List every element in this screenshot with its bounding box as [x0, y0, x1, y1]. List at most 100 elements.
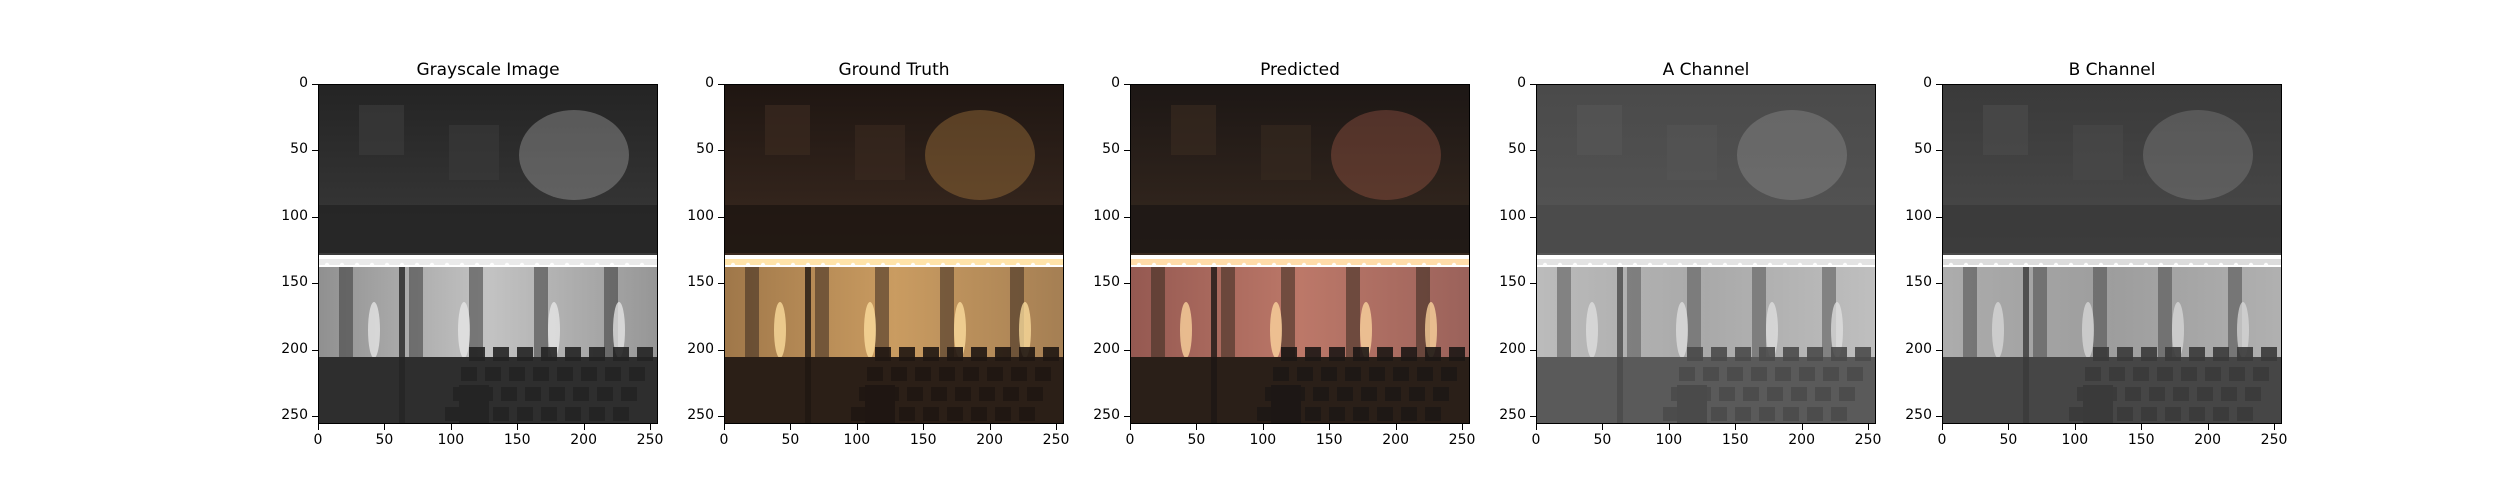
x-tick-label: 0	[1125, 432, 1135, 448]
x-tick	[517, 424, 519, 430]
y-tick	[1124, 283, 1130, 285]
x-tick-label: 50	[1999, 432, 2018, 448]
x-tick	[450, 424, 452, 430]
y-tick-label: 100	[1499, 207, 1526, 224]
x-tick	[1668, 424, 1670, 430]
x-tick	[1942, 424, 1943, 430]
x-tick	[384, 424, 386, 430]
y-tick	[718, 84, 724, 85]
y-tick-label: 50	[290, 141, 308, 158]
x-tick	[2274, 424, 2276, 430]
y-tick-label: 0	[299, 75, 308, 91]
x-tick	[790, 424, 792, 430]
x-tick-label: 200	[1382, 432, 1409, 448]
y-tick	[1530, 283, 1536, 285]
y-tick-label: 100	[687, 207, 714, 224]
y-tick	[1936, 84, 1942, 85]
panel-title: A Channel	[1662, 60, 1750, 80]
x-tick-label: 200	[1788, 432, 1815, 448]
x-tick	[856, 424, 858, 430]
y-tick	[718, 283, 724, 285]
panel-image	[318, 84, 658, 424]
y-tick	[1124, 416, 1130, 418]
x-tick	[1602, 424, 1604, 430]
x-tick	[318, 424, 319, 430]
x-tick-label: 0	[313, 432, 323, 448]
x-tick-label: 50	[1187, 432, 1206, 448]
y-tick-label: 200	[281, 340, 308, 357]
y-tick	[1936, 283, 1942, 285]
panel-image	[724, 84, 1064, 424]
x-tick	[1735, 424, 1737, 430]
x-tick-label: 250	[1854, 432, 1882, 448]
y-tick-label: 100	[1905, 207, 1932, 224]
y-tick-label: 0	[1111, 75, 1120, 91]
x-tick-label: 200	[570, 432, 597, 448]
x-tick-label: 250	[1042, 432, 1070, 448]
y-tick-label: 250	[1499, 407, 1526, 424]
x-tick	[1130, 424, 1131, 430]
y-tick-label: 150	[1905, 274, 1932, 291]
panel-title: Grayscale Image	[416, 60, 560, 80]
x-tick-label: 100	[1249, 432, 1277, 448]
panel-title: Ground Truth	[838, 60, 950, 80]
y-tick-label: 0	[705, 75, 714, 91]
y-tick-label: 200	[687, 340, 714, 357]
y-tick-label: 100	[1093, 207, 1120, 224]
x-tick-label: 150	[503, 432, 531, 448]
y-tick-label: 150	[687, 274, 714, 291]
x-tick-label: 250	[2260, 432, 2288, 448]
y-tick	[312, 416, 318, 418]
x-tick	[1868, 424, 1870, 430]
x-tick	[923, 424, 925, 430]
panel-image	[1536, 84, 1876, 424]
x-tick-label: 50	[781, 432, 800, 448]
y-tick-label: 200	[1093, 340, 1120, 357]
x-tick-label: 250	[1448, 432, 1476, 448]
y-tick	[1936, 416, 1942, 418]
x-tick-label: 150	[1721, 432, 1749, 448]
y-tick-label: 50	[1914, 141, 1932, 158]
x-tick-label: 50	[375, 432, 394, 448]
x-tick	[1262, 424, 1264, 430]
x-tick-label: 200	[976, 432, 1003, 448]
y-tick-label: 0	[1923, 75, 1932, 91]
y-tick	[1530, 416, 1536, 418]
x-tick	[989, 424, 991, 430]
x-tick-label: 150	[1315, 432, 1343, 448]
y-tick-label: 250	[1093, 407, 1120, 424]
y-tick	[718, 416, 724, 418]
x-tick	[2008, 424, 2010, 430]
panel-image	[1130, 84, 1470, 424]
y-tick-label: 250	[687, 407, 714, 424]
y-tick	[718, 216, 724, 218]
x-tick	[1196, 424, 1198, 430]
x-tick	[2074, 424, 2076, 430]
x-tick	[2141, 424, 2143, 430]
x-tick	[1462, 424, 1464, 430]
x-tick-label: 0	[1937, 432, 1947, 448]
x-tick-label: 200	[2194, 432, 2221, 448]
y-tick-label: 200	[1499, 340, 1526, 357]
x-tick	[583, 424, 585, 430]
x-tick-label: 100	[843, 432, 871, 448]
y-tick	[312, 283, 318, 285]
y-tick	[1530, 150, 1536, 152]
y-tick-label: 200	[1905, 340, 1932, 357]
x-tick	[1056, 424, 1058, 430]
x-tick	[724, 424, 725, 430]
x-tick-label: 0	[719, 432, 729, 448]
x-tick-label: 100	[437, 432, 465, 448]
x-tick	[1329, 424, 1331, 430]
y-tick	[312, 84, 318, 85]
x-tick-label: 50	[1593, 432, 1612, 448]
panel-image	[1942, 84, 2282, 424]
y-tick	[1124, 349, 1130, 351]
y-tick	[1936, 349, 1942, 351]
y-tick	[312, 216, 318, 218]
panel-title: B Channel	[2068, 60, 2156, 80]
y-tick	[312, 349, 318, 351]
y-tick	[1124, 150, 1130, 152]
y-tick-label: 150	[281, 274, 308, 291]
x-tick	[1801, 424, 1803, 430]
